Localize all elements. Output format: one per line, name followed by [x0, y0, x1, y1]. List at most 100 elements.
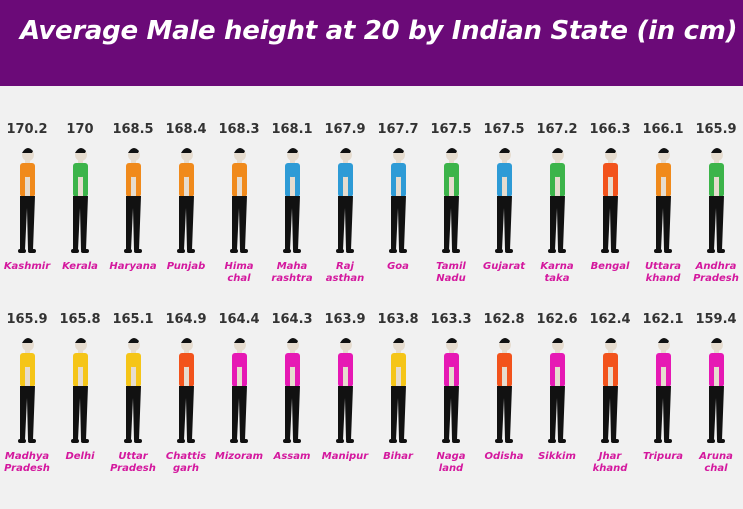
shoe	[346, 249, 354, 253]
pants	[656, 386, 671, 440]
neck	[131, 160, 136, 164]
shoe	[81, 439, 89, 443]
category-label: Jhar khand	[592, 451, 628, 474]
shoe	[124, 249, 132, 253]
pants	[550, 386, 565, 440]
person-figure	[124, 337, 142, 443]
neck	[131, 350, 136, 354]
category-label: Raj asthan	[325, 261, 365, 284]
neck	[237, 160, 242, 164]
hair	[393, 147, 404, 153]
shoe	[664, 439, 672, 443]
person-figure	[389, 147, 407, 253]
category-label: Mizoram	[214, 451, 264, 462]
value-label: 168.5	[112, 122, 154, 137]
value-label: 168.3	[218, 122, 260, 137]
sleeve	[289, 165, 296, 177]
shoe	[548, 439, 556, 443]
sleeve	[395, 165, 402, 177]
person-figure	[283, 147, 301, 253]
hair	[75, 337, 86, 343]
sleeve	[448, 355, 455, 367]
person-figure	[177, 337, 195, 443]
category-label: Assam	[273, 451, 311, 462]
value-label: 162.4	[589, 312, 631, 327]
shoe	[134, 439, 142, 443]
category-label: Delhi	[65, 451, 95, 462]
neck	[661, 350, 666, 354]
value-label: 167.5	[483, 122, 525, 137]
header-band	[0, 0, 743, 86]
category-label: Karna taka	[540, 261, 574, 284]
shoe	[283, 439, 291, 443]
sleeve	[660, 355, 667, 367]
hair	[711, 337, 722, 343]
pants	[338, 196, 353, 250]
pants	[20, 196, 35, 250]
value-label: 164.9	[165, 312, 207, 327]
hair	[287, 337, 298, 343]
shoe	[336, 249, 344, 253]
shoe	[389, 439, 397, 443]
shoe	[346, 439, 354, 443]
category-label: Kashmir	[3, 261, 51, 272]
sleeve	[342, 165, 349, 177]
sleeve	[24, 355, 31, 367]
value-label: 167.5	[430, 122, 472, 137]
person-figure	[336, 337, 354, 443]
sleeve	[554, 355, 561, 367]
hair	[711, 147, 722, 153]
pants	[550, 196, 565, 250]
value-label: 162.6	[536, 312, 578, 327]
shoe	[664, 249, 672, 253]
person-figure	[442, 147, 460, 253]
pants	[73, 386, 88, 440]
value-label: 167.7	[377, 122, 419, 137]
neck	[396, 160, 401, 164]
neck	[608, 160, 613, 164]
neck	[449, 350, 454, 354]
hair	[446, 147, 457, 153]
shoe	[558, 439, 566, 443]
category-label: Goa	[387, 261, 409, 272]
pants	[603, 196, 618, 250]
pants	[709, 386, 724, 440]
hair	[181, 337, 192, 343]
shoe	[71, 439, 79, 443]
category-label: Manipur	[321, 451, 369, 462]
category-label: Naga land	[436, 451, 466, 474]
hair	[393, 337, 404, 343]
sleeve	[713, 165, 720, 177]
pants	[20, 386, 35, 440]
value-label: 165.9	[6, 312, 48, 327]
category-label: Tripura	[642, 451, 684, 462]
shoe	[187, 439, 195, 443]
neck	[184, 350, 189, 354]
neck	[290, 350, 295, 354]
shoe	[495, 249, 503, 253]
value-label: 166.1	[642, 122, 684, 137]
neck	[343, 350, 348, 354]
value-label: 162.8	[483, 312, 525, 327]
hair	[22, 147, 33, 153]
person-figure	[548, 337, 566, 443]
hair	[340, 337, 351, 343]
shoe	[18, 249, 26, 253]
sleeve	[660, 165, 667, 177]
value-label: 167.9	[324, 122, 366, 137]
person-figure	[654, 147, 672, 253]
shoe	[442, 439, 450, 443]
person-figure	[230, 147, 248, 253]
person-figure	[601, 337, 619, 443]
hair	[234, 147, 245, 153]
person-figure	[548, 147, 566, 253]
hair	[340, 147, 351, 153]
sleeve	[448, 165, 455, 177]
value-label: 167.2	[536, 122, 578, 137]
category-label: Haryana	[109, 261, 157, 272]
pants	[603, 386, 618, 440]
shoe	[389, 249, 397, 253]
pants	[497, 386, 512, 440]
sleeve	[395, 355, 402, 367]
